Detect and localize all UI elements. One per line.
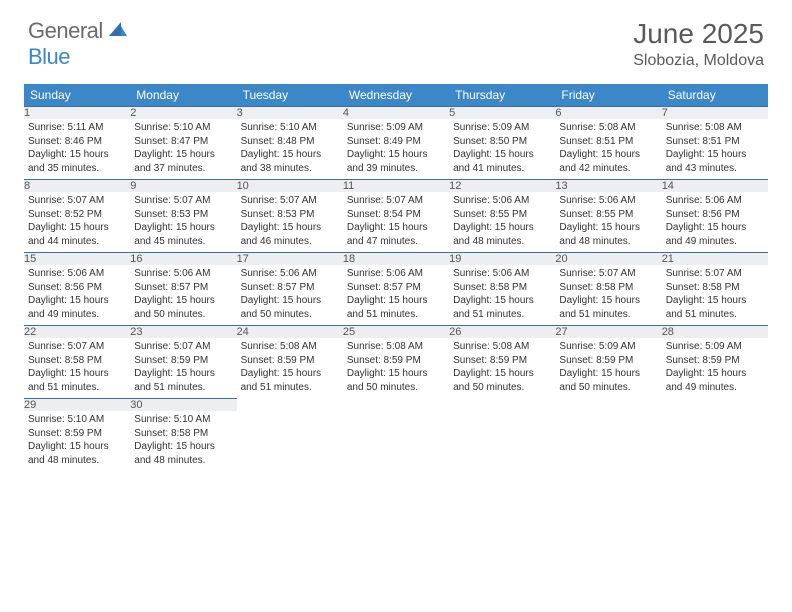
day-info-cell: Sunrise: 5:09 AMSunset: 8:49 PMDaylight:… bbox=[343, 119, 449, 180]
week-number-row: 1234567 bbox=[24, 107, 768, 120]
logo-subtext: Blue bbox=[28, 44, 70, 70]
day-info-cell: Sunrise: 5:07 AMSunset: 8:52 PMDaylight:… bbox=[24, 192, 130, 253]
day-info-cell: Sunrise: 5:08 AMSunset: 8:51 PMDaylight:… bbox=[662, 119, 768, 180]
day-info-cell: Sunrise: 5:10 AMSunset: 8:58 PMDaylight:… bbox=[130, 411, 236, 471]
day-number-cell: 24 bbox=[237, 326, 343, 339]
day-number-cell: 28 bbox=[662, 326, 768, 339]
location-label: Slobozia, Moldova bbox=[633, 52, 764, 70]
day-info-cell: Sunrise: 5:07 AMSunset: 8:58 PMDaylight:… bbox=[24, 338, 130, 399]
week-number-row: 15161718192021 bbox=[24, 253, 768, 266]
day-number-cell: 29 bbox=[24, 399, 130, 412]
day-info-cell: Sunrise: 5:07 AMSunset: 8:53 PMDaylight:… bbox=[237, 192, 343, 253]
day-info-cell: Sunrise: 5:06 AMSunset: 8:56 PMDaylight:… bbox=[24, 265, 130, 326]
week-info-row: Sunrise: 5:07 AMSunset: 8:58 PMDaylight:… bbox=[24, 338, 768, 399]
day-info-cell: Sunrise: 5:10 AMSunset: 8:47 PMDaylight:… bbox=[130, 119, 236, 180]
day-number-cell: 16 bbox=[130, 253, 236, 266]
day-number-cell: 26 bbox=[449, 326, 555, 339]
day-info-cell: Sunrise: 5:08 AMSunset: 8:59 PMDaylight:… bbox=[449, 338, 555, 399]
day-info-cell: Sunrise: 5:08 AMSunset: 8:51 PMDaylight:… bbox=[555, 119, 661, 180]
day-info-cell: Sunrise: 5:08 AMSunset: 8:59 PMDaylight:… bbox=[343, 338, 449, 399]
day-number-cell: 9 bbox=[130, 180, 236, 193]
day-number-cell: 7 bbox=[662, 107, 768, 120]
day-info-cell: Sunrise: 5:07 AMSunset: 8:58 PMDaylight:… bbox=[662, 265, 768, 326]
day-number-cell: 22 bbox=[24, 326, 130, 339]
day-number-cell: 27 bbox=[555, 326, 661, 339]
week-number-row: 22232425262728 bbox=[24, 326, 768, 339]
day-number-cell: 23 bbox=[130, 326, 236, 339]
week-number-row: 891011121314 bbox=[24, 180, 768, 193]
day-header: Monday bbox=[130, 84, 236, 107]
day-info-cell: Sunrise: 5:06 AMSunset: 8:57 PMDaylight:… bbox=[237, 265, 343, 326]
day-info-cell: Sunrise: 5:06 AMSunset: 8:55 PMDaylight:… bbox=[449, 192, 555, 253]
day-number-cell: 30 bbox=[130, 399, 236, 412]
day-number-cell bbox=[555, 399, 661, 412]
day-info-cell bbox=[662, 411, 768, 471]
week-info-row: Sunrise: 5:07 AMSunset: 8:52 PMDaylight:… bbox=[24, 192, 768, 253]
day-info-cell: Sunrise: 5:06 AMSunset: 8:56 PMDaylight:… bbox=[662, 192, 768, 253]
day-info-cell: Sunrise: 5:06 AMSunset: 8:57 PMDaylight:… bbox=[130, 265, 236, 326]
day-number-cell: 5 bbox=[449, 107, 555, 120]
month-title: June 2025 bbox=[633, 18, 764, 50]
week-info-row: Sunrise: 5:06 AMSunset: 8:56 PMDaylight:… bbox=[24, 265, 768, 326]
day-info-cell: Sunrise: 5:07 AMSunset: 8:53 PMDaylight:… bbox=[130, 192, 236, 253]
day-number-cell: 14 bbox=[662, 180, 768, 193]
logo: General bbox=[28, 18, 129, 44]
day-number-cell: 2 bbox=[130, 107, 236, 120]
day-number-cell: 4 bbox=[343, 107, 449, 120]
day-number-cell bbox=[449, 399, 555, 412]
calendar-table: Sunday Monday Tuesday Wednesday Thursday… bbox=[24, 84, 768, 471]
week-info-row: Sunrise: 5:10 AMSunset: 8:59 PMDaylight:… bbox=[24, 411, 768, 471]
day-number-cell: 8 bbox=[24, 180, 130, 193]
week-number-row: 2930 bbox=[24, 399, 768, 412]
day-info-cell bbox=[343, 411, 449, 471]
day-number-cell: 25 bbox=[343, 326, 449, 339]
day-info-cell: Sunrise: 5:06 AMSunset: 8:58 PMDaylight:… bbox=[449, 265, 555, 326]
day-info-cell bbox=[555, 411, 661, 471]
day-header: Tuesday bbox=[237, 84, 343, 107]
day-header-row: Sunday Monday Tuesday Wednesday Thursday… bbox=[24, 84, 768, 107]
day-info-cell: Sunrise: 5:06 AMSunset: 8:55 PMDaylight:… bbox=[555, 192, 661, 253]
logo-sail-icon bbox=[107, 20, 127, 43]
day-info-cell: Sunrise: 5:11 AMSunset: 8:46 PMDaylight:… bbox=[24, 119, 130, 180]
day-number-cell: 20 bbox=[555, 253, 661, 266]
day-number-cell bbox=[237, 399, 343, 412]
day-info-cell: Sunrise: 5:09 AMSunset: 8:59 PMDaylight:… bbox=[662, 338, 768, 399]
day-header: Saturday bbox=[662, 84, 768, 107]
day-info-cell bbox=[237, 411, 343, 471]
day-info-cell: Sunrise: 5:08 AMSunset: 8:59 PMDaylight:… bbox=[237, 338, 343, 399]
week-info-row: Sunrise: 5:11 AMSunset: 8:46 PMDaylight:… bbox=[24, 119, 768, 180]
day-number-cell bbox=[343, 399, 449, 412]
day-number-cell: 1 bbox=[24, 107, 130, 120]
day-number-cell: 18 bbox=[343, 253, 449, 266]
day-number-cell bbox=[662, 399, 768, 412]
day-number-cell: 15 bbox=[24, 253, 130, 266]
day-info-cell: Sunrise: 5:10 AMSunset: 8:59 PMDaylight:… bbox=[24, 411, 130, 471]
day-number-cell: 17 bbox=[237, 253, 343, 266]
day-info-cell bbox=[449, 411, 555, 471]
day-info-cell: Sunrise: 5:07 AMSunset: 8:54 PMDaylight:… bbox=[343, 192, 449, 253]
day-header: Wednesday bbox=[343, 84, 449, 107]
day-info-cell: Sunrise: 5:06 AMSunset: 8:57 PMDaylight:… bbox=[343, 265, 449, 326]
day-info-cell: Sunrise: 5:09 AMSunset: 8:50 PMDaylight:… bbox=[449, 119, 555, 180]
day-header: Thursday bbox=[449, 84, 555, 107]
day-number-cell: 10 bbox=[237, 180, 343, 193]
day-number-cell: 3 bbox=[237, 107, 343, 120]
day-number-cell: 13 bbox=[555, 180, 661, 193]
day-number-cell: 11 bbox=[343, 180, 449, 193]
day-number-cell: 19 bbox=[449, 253, 555, 266]
logo-text-general: General bbox=[28, 18, 103, 44]
day-info-cell: Sunrise: 5:09 AMSunset: 8:59 PMDaylight:… bbox=[555, 338, 661, 399]
day-header: Sunday bbox=[24, 84, 130, 107]
day-number-cell: 12 bbox=[449, 180, 555, 193]
day-number-cell: 21 bbox=[662, 253, 768, 266]
day-info-cell: Sunrise: 5:10 AMSunset: 8:48 PMDaylight:… bbox=[237, 119, 343, 180]
day-number-cell: 6 bbox=[555, 107, 661, 120]
title-block: June 2025 Slobozia, Moldova bbox=[633, 18, 764, 70]
page-header: General June 2025 Slobozia, Moldova bbox=[0, 0, 792, 78]
day-header: Friday bbox=[555, 84, 661, 107]
day-info-cell: Sunrise: 5:07 AMSunset: 8:59 PMDaylight:… bbox=[130, 338, 236, 399]
day-info-cell: Sunrise: 5:07 AMSunset: 8:58 PMDaylight:… bbox=[555, 265, 661, 326]
